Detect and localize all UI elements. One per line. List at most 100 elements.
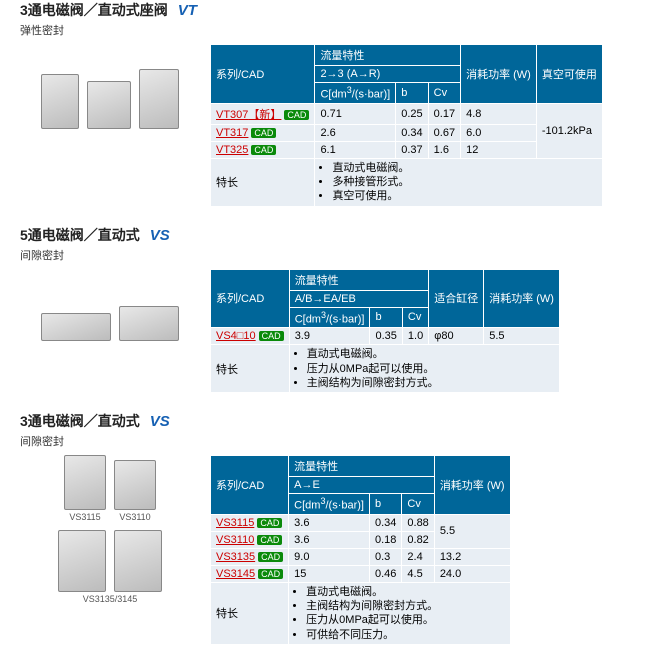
cell: 0.71 (315, 103, 396, 124)
feature-item: 主阀结构为间隙密封方式。 (306, 599, 504, 613)
cell: 6.0 (461, 124, 537, 141)
cell: 3.6 (289, 514, 370, 531)
th-c: C[dm3/(s·bar)] (289, 307, 370, 328)
valve-icon (119, 306, 179, 341)
series-link[interactable]: VT307【新】CAD (211, 103, 315, 124)
cell: 6.1 (315, 141, 396, 158)
section-vt: 3通电磁阀／直动式座阀 VT 弹性密封 系列/CAD 流量特性 消耗功率 (W)… (0, 0, 647, 207)
image-placeholder: VS3115 VS3110 (20, 455, 200, 522)
th-b: b (370, 307, 402, 328)
feature-item: 可供给不同压力。 (306, 628, 504, 642)
cell: 0.34 (396, 124, 428, 141)
section-subtitle: 间隙密封 (20, 433, 639, 449)
th-b: b (369, 494, 401, 515)
section-code: VS (150, 227, 170, 244)
th-flowsub: A/B→EA/EB (289, 290, 429, 307)
features-label: 特长 (211, 345, 290, 393)
image-label: VS3135/3145 (83, 594, 138, 604)
features-cell: 直动式电磁阀。 多种接管形式。 真空可使用。 (315, 158, 602, 206)
cell: 4.8 (461, 103, 537, 124)
spec-table: 系列/CAD 流量特性 消耗功率 (W) 真空可使用 2→3 (A→R) C[d… (210, 44, 603, 207)
series-link[interactable]: VS3135CAD (211, 548, 289, 565)
cell: 1.0 (402, 328, 428, 345)
image-placeholder (20, 530, 200, 592)
cell: φ80 (429, 328, 484, 345)
product-image (20, 44, 200, 154)
features-row: 特长 直动式电磁阀。 主阀结构为间隙密封方式。 压力从0MPa起可以使用。 可供… (211, 582, 511, 644)
th-b: b (396, 83, 428, 104)
cell: 0.35 (370, 328, 402, 345)
section-content: 系列/CAD 流量特性 消耗功率 (W) 真空可使用 2→3 (A→R) C[d… (20, 44, 639, 207)
section-code: VT (178, 2, 197, 19)
th-flow: 流量特性 (315, 45, 461, 66)
valve-icon (139, 69, 179, 129)
feature-item: 压力从0MPa起可以使用。 (307, 362, 554, 376)
features-label: 特长 (211, 158, 315, 206)
title-row: 3通电磁阀／直动式 VS (20, 411, 639, 431)
section-content: 系列/CAD 流量特性 适合缸径 消耗功率 (W) A/B→EA/EB C[dm… (20, 269, 639, 394)
valve-icon (41, 74, 79, 129)
cell: 1.6 (428, 141, 460, 158)
th-flow: 流量特性 (289, 269, 429, 290)
series-link[interactable]: VT325CAD (211, 141, 315, 158)
series-link[interactable]: VS3145CAD (211, 565, 289, 582)
feature-item: 主阀结构为间隙密封方式。 (307, 376, 554, 390)
feature-item: 真空可使用。 (332, 189, 596, 203)
cell: 0.67 (428, 124, 460, 141)
table-row: VS4□10CAD 3.9 0.35 1.0 φ80 5.5 (211, 328, 560, 345)
cell: 13.2 (434, 548, 510, 565)
series-link[interactable]: VS4□10CAD (211, 328, 290, 345)
cell: 9.0 (289, 548, 370, 565)
section-title: 3通电磁阀／直动式座阀 (20, 0, 168, 20)
cell: 0.82 (402, 531, 434, 548)
section-content: VS3115 VS3110 VS3135/3145 系列/CAD 流量特性 消耗… (20, 455, 639, 645)
feature-item: 多种接管形式。 (332, 175, 596, 189)
features-cell: 直动式电磁阀。 压力从0MPa起可以使用。 主阀结构为间隙密封方式。 (289, 345, 559, 393)
feature-item: 直动式电磁阀。 (332, 161, 596, 175)
image-placeholder (20, 69, 200, 129)
series-link[interactable]: VS3110CAD (211, 531, 289, 548)
features-label: 特长 (211, 582, 289, 644)
th-c: C[dm3/(s·bar)] (315, 83, 396, 104)
series-link[interactable]: VT317CAD (211, 124, 315, 141)
spec-table: 系列/CAD 流量特性 适合缸径 消耗功率 (W) A/B→EA/EB C[dm… (210, 269, 560, 394)
spec-table: 系列/CAD 流量特性 消耗功率 (W) A→E C[dm3/(s·bar)] … (210, 455, 511, 645)
table-row: VS3135CAD 9.0 0.3 2.4 13.2 (211, 548, 511, 565)
features-row: 特长 直动式电磁阀。 压力从0MPa起可以使用。 主阀结构为间隙密封方式。 (211, 345, 560, 393)
cell: 3.9 (289, 328, 370, 345)
th-power: 消耗功率 (W) (484, 269, 560, 328)
valve-icon (87, 81, 131, 129)
cell: 24.0 (434, 565, 510, 582)
th-series: 系列/CAD (211, 45, 315, 104)
table-row: VT307【新】CAD 0.71 0.25 0.17 4.8 -101.2kPa (211, 103, 603, 124)
feature-item: 压力从0MPa起可以使用。 (306, 613, 504, 627)
image-label: VS3110 (114, 512, 156, 522)
section-subtitle: 间隙密封 (20, 247, 639, 263)
features-row: 特长 直动式电磁阀。 多种接管形式。 真空可使用。 (211, 158, 603, 206)
valve-icon (64, 455, 106, 510)
cell: 0.37 (396, 141, 428, 158)
valve-icon (114, 530, 162, 592)
th-bore: 适合缸径 (429, 269, 484, 328)
cell: 0.3 (369, 548, 401, 565)
section-vs3: 3通电磁阀／直动式 VS 间隙密封 VS3115 VS3110 VS3135/3… (0, 411, 647, 645)
th-power: 消耗功率 (W) (461, 45, 537, 104)
cell: 5.5 (484, 328, 560, 345)
th-cv: Cv (402, 494, 434, 515)
title-row: 5通电磁阀／直动式 VS (20, 225, 639, 245)
cell: 5.5 (434, 514, 510, 548)
section-code: VS (150, 413, 170, 430)
feature-item: 直动式电磁阀。 (306, 585, 504, 599)
th-c: C[dm3/(s·bar)] (289, 494, 370, 515)
cell: 0.88 (402, 514, 434, 531)
cell: 0.46 (369, 565, 401, 582)
th-cv: Cv (428, 83, 460, 104)
valve-icon (58, 530, 106, 592)
th-series: 系列/CAD (211, 269, 290, 328)
series-link[interactable]: VS3115CAD (211, 514, 289, 531)
th-vacuum: 真空可使用 (536, 45, 602, 104)
th-cv: Cv (402, 307, 428, 328)
section-subtitle: 弹性密封 (20, 22, 639, 38)
valve-icon (41, 313, 111, 341)
cell: 3.6 (289, 531, 370, 548)
